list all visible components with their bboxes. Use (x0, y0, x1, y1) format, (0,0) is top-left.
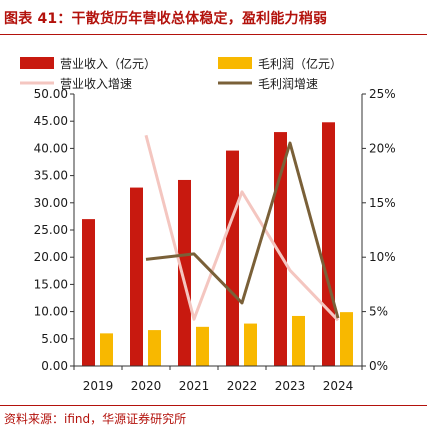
left-tick-label: 15.00 (34, 277, 68, 291)
left-tick-label: 30.00 (34, 196, 68, 210)
legend-profit-swatch (218, 57, 252, 69)
legend-profit-growth-label: 毛利润增速 (258, 77, 318, 91)
profit-bar (148, 330, 161, 366)
profit-bar (100, 333, 113, 366)
right-tick-label: 10% (369, 250, 396, 264)
legend: 营业收入（亿元） 毛利润（亿元） 营业收入增速 毛利润增速 (20, 56, 342, 91)
revenue-growth-line (144, 134, 340, 322)
axes-group: 0.00 5.00 10.00 15.00 20.00 25.00 30.00 35.00 40… (34, 87, 396, 393)
right-tick-label: 5% (369, 305, 388, 319)
left-tick-label: 45.00 (34, 114, 68, 128)
x-tick-label: 2022 (227, 379, 258, 393)
revenue-bar (130, 187, 143, 366)
right-tick-label: 25% (369, 87, 396, 101)
source-divider (0, 405, 427, 406)
revenue-bar (82, 219, 95, 366)
profit-bar (340, 312, 353, 366)
left-tick-label: 40.00 (34, 141, 68, 155)
x-tick-label: 2021 (179, 379, 210, 393)
bar-series-group (82, 122, 353, 367)
chart-area: 营业收入（亿元） 毛利润（亿元） 营业收入增速 毛利润增速 0.00 5.00 10.00… (20, 56, 396, 393)
left-tick-label: 35.00 (34, 169, 68, 183)
left-tick-label: 20.00 (34, 250, 68, 264)
revenue-bar (322, 122, 335, 367)
legend-revenue-label: 营业收入（亿元） (60, 56, 156, 71)
revenue-bar (226, 150, 239, 366)
left-tick-label: 0.00 (41, 359, 68, 373)
left-tick-label: 50.00 (34, 87, 68, 101)
right-tick-label: 15% (369, 196, 396, 210)
x-tick-label: 2019 (83, 379, 114, 393)
x-tick-label: 2023 (275, 379, 306, 393)
x-tick-label: 2024 (323, 379, 354, 393)
legend-profit-label: 毛利润（亿元） (258, 56, 342, 71)
profit-bar (292, 315, 305, 366)
source-note: 资料来源：ifind，华源证券研究所 (4, 412, 187, 426)
chart-title: 图表 41：干散货历年营收总体稳定，盈利能力稍弱 (4, 11, 328, 27)
profit-bar (244, 323, 257, 366)
legend-revenue-swatch (20, 57, 54, 69)
line-series-group (144, 134, 340, 322)
profit-growth-line (145, 141, 340, 319)
revenue-bar (178, 179, 191, 366)
left-tick-label: 25.00 (34, 223, 68, 237)
right-tick-label: 0% (369, 359, 388, 373)
left-tick-label: 10.00 (34, 305, 68, 319)
right-tick-label: 20% (369, 141, 396, 155)
left-tick-label: 5.00 (41, 332, 68, 346)
legend-revenue-growth-label: 营业收入增速 (60, 77, 132, 91)
title-divider (0, 34, 427, 35)
profit-bar (196, 326, 209, 366)
x-tick-label: 2020 (131, 379, 162, 393)
